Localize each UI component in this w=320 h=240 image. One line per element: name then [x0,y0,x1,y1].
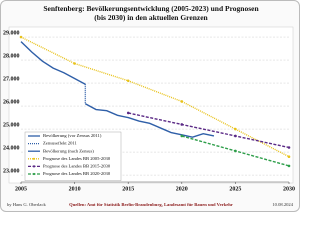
x-tick-label: 2020 [176,186,188,192]
data-point [126,111,130,115]
y-tick-label: 24.000 [3,145,20,151]
footer-author: by Hans G. Oberlack [7,202,46,207]
x-tick-label: 2015 [122,186,134,192]
legend-box [24,131,122,181]
chart: Senftenberg: Bevölkerungsentwicklung (20… [0,0,300,212]
legend-marker [32,157,36,160]
x-tick-label: 2005 [15,186,27,192]
data-point [180,134,184,138]
series-line [128,112,290,149]
footer-source: Quellen: Amt für Statistik Berlin-Brande… [69,202,233,207]
data-point [287,164,291,168]
data-point [234,134,237,138]
legend-marker [32,172,36,176]
x-tick-label: 2030 [283,186,295,192]
data-point [180,100,184,103]
series-line [84,103,215,138]
series-line [20,36,290,158]
y-tick-label: 28.000 [3,53,20,59]
series-line [20,41,86,85]
data-point [180,123,184,126]
y-tick-label: 23.000 [3,168,20,174]
legend-label: Bevölkerung (nach Zensus) [43,148,94,153]
legend-marker [32,165,36,168]
legend-label: Prognose des Landes BB 2015-2030 [43,163,111,168]
x-tick-label: 2025 [229,186,241,192]
y-tick-label: 26.000 [3,99,20,105]
data-point [234,127,237,131]
footer-date: 10.08.2024 [272,202,293,207]
legend: Bevölkerung (vor Zensus 2011) Zensuseffek… [24,131,122,181]
legend-label: Bevölkerung (vor Zensus 2011) [43,133,102,138]
legend-label: Zensuseffekt 2011 [43,141,78,146]
y-tick-label: 25.000 [3,122,20,128]
legend-label: Prognose des Landes BB 2020-2030 [43,171,111,176]
data-point [126,79,130,83]
legend-label: Prognose des Landes BB 2005-2030 [43,156,111,161]
x-tick-label: 2010 [69,186,81,192]
data-point [73,62,76,65]
y-tick-label: 29.000 [3,30,20,36]
chart-title: Senftenberg: Bevölkerungsentwicklung (20… [43,4,259,22]
data-point [287,155,291,158]
plot: by Hans G. Oberlack Quellen: Amt für Sta… [3,26,295,207]
data-point [234,149,237,153]
data-point [19,35,23,39]
y-tick-label: 27.000 [3,76,20,82]
data-point [287,146,291,149]
